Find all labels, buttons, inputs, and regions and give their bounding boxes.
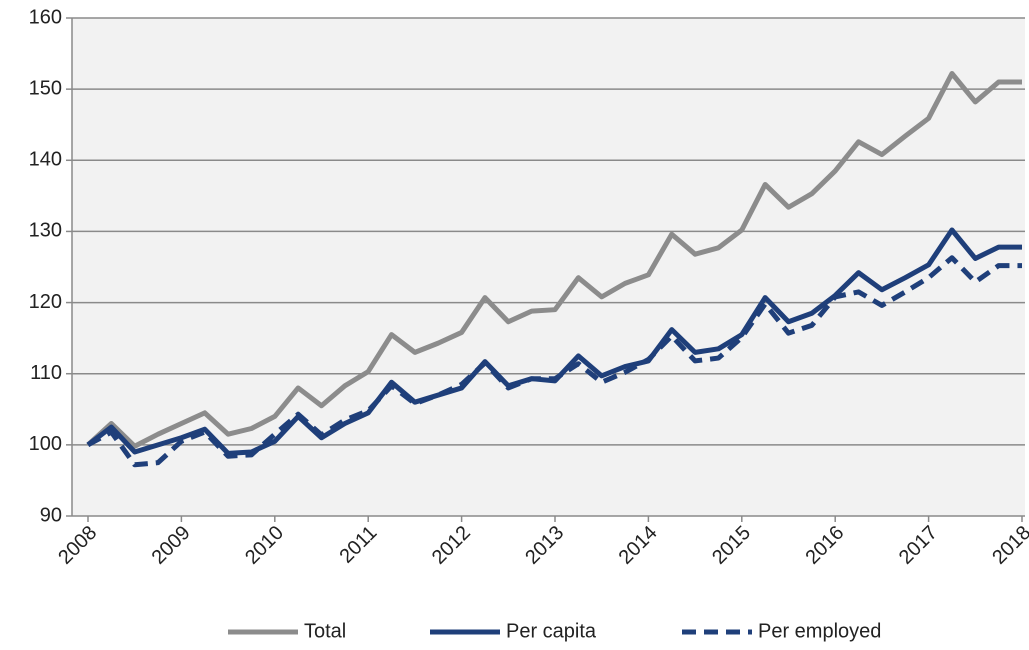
x-tick-label: 2014 [615, 522, 662, 569]
y-tick-label: 110 [30, 362, 62, 384]
y-tick-label: 160 [29, 6, 62, 28]
legend-label: Total [304, 620, 346, 642]
y-tick-label: 100 [29, 433, 62, 455]
series-line [86, 70, 1022, 449]
x-tick-label: 2013 [521, 522, 568, 569]
x-tick-label: 2008 [54, 522, 101, 569]
y-tick-label: 120 [29, 291, 62, 313]
legend-label: Per capita [506, 620, 597, 642]
legend-label: Per employed [758, 620, 881, 642]
y-tick-label: 90 [40, 504, 62, 526]
x-tick-label: 2018 [988, 522, 1029, 569]
y-tick-label: 130 [29, 220, 62, 242]
y-tick-label: 150 [29, 77, 62, 99]
x-tick-label: 2009 [148, 522, 195, 569]
x-tick-label: 2011 [335, 522, 381, 568]
x-tick-label: 2010 [241, 522, 288, 569]
x-tick-label: 2016 [801, 522, 848, 569]
x-tick-label: 2015 [708, 522, 755, 569]
x-tick-label: 2012 [428, 522, 475, 569]
series-line [86, 255, 1022, 468]
y-tick-label: 140 [29, 149, 62, 171]
x-tick-label: 2017 [895, 522, 942, 569]
